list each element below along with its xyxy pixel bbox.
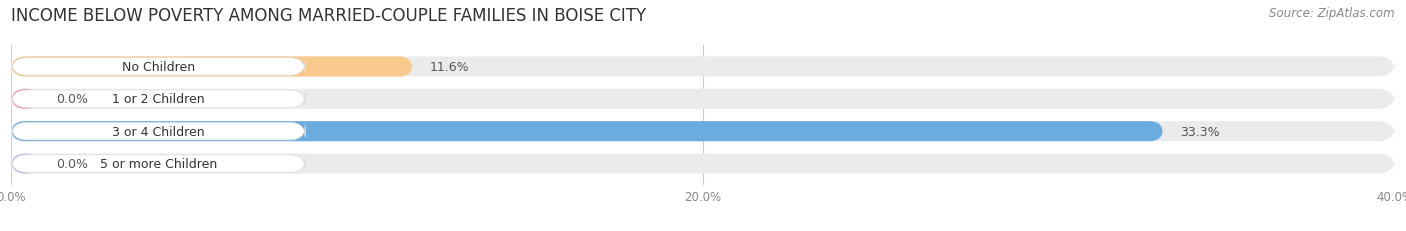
FancyBboxPatch shape bbox=[11, 58, 305, 76]
FancyBboxPatch shape bbox=[11, 122, 1163, 142]
FancyBboxPatch shape bbox=[11, 154, 1395, 174]
Text: 11.6%: 11.6% bbox=[430, 61, 470, 74]
Text: 5 or more Children: 5 or more Children bbox=[100, 157, 217, 170]
FancyBboxPatch shape bbox=[11, 89, 39, 109]
Text: 3 or 4 Children: 3 or 4 Children bbox=[112, 125, 204, 138]
FancyBboxPatch shape bbox=[11, 122, 1395, 142]
Text: 0.0%: 0.0% bbox=[56, 157, 89, 170]
FancyBboxPatch shape bbox=[11, 123, 305, 140]
Text: 1 or 2 Children: 1 or 2 Children bbox=[112, 93, 204, 106]
Text: Source: ZipAtlas.com: Source: ZipAtlas.com bbox=[1270, 7, 1395, 20]
FancyBboxPatch shape bbox=[11, 89, 1395, 109]
FancyBboxPatch shape bbox=[11, 154, 39, 174]
Text: 33.3%: 33.3% bbox=[1180, 125, 1220, 138]
FancyBboxPatch shape bbox=[11, 91, 305, 108]
Text: 0.0%: 0.0% bbox=[56, 93, 89, 106]
Text: INCOME BELOW POVERTY AMONG MARRIED-COUPLE FAMILIES IN BOISE CITY: INCOME BELOW POVERTY AMONG MARRIED-COUPL… bbox=[11, 7, 647, 25]
FancyBboxPatch shape bbox=[11, 57, 1395, 77]
FancyBboxPatch shape bbox=[11, 155, 305, 173]
FancyBboxPatch shape bbox=[11, 57, 412, 77]
Text: No Children: No Children bbox=[122, 61, 195, 74]
